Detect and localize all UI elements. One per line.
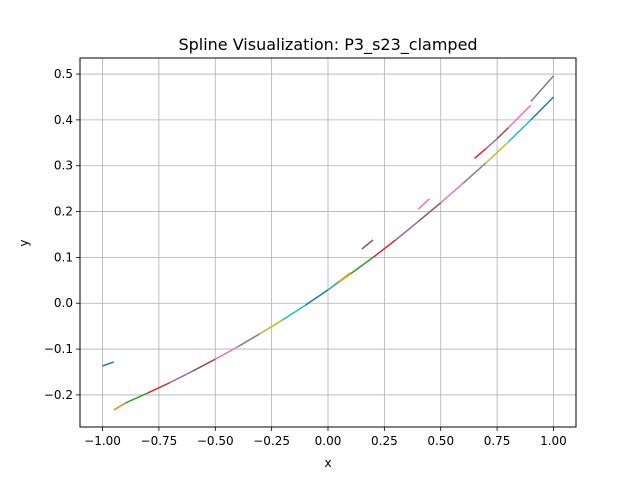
y-tick-label: −0.2 <box>44 388 73 402</box>
chart-title: Spline Visualization: P3_s23_clamped <box>178 35 477 55</box>
tick-group: −1.00 −0.75 −0.50 −0.25 0.00 0.25 0.50 0.75 1.00… <box>44 67 567 448</box>
x-tick-label: −0.25 <box>253 434 290 448</box>
spline-overlay-segment <box>496 127 509 140</box>
spline-segment <box>395 221 419 241</box>
spline-segment <box>237 332 261 348</box>
spline-overlay-segment <box>338 271 351 282</box>
spline-segment <box>372 239 397 258</box>
x-tick-label: 0.50 <box>427 434 454 448</box>
spline-segment <box>192 358 216 372</box>
spline-segment <box>417 202 442 223</box>
spline-segment <box>440 182 464 204</box>
spline-overlay-segment <box>327 280 340 291</box>
y-tick-label: 0.5 <box>54 67 73 81</box>
spline-overlay-segment <box>507 104 532 129</box>
y-tick-label: 0.1 <box>54 250 73 264</box>
spline-segment <box>282 304 306 321</box>
y-tick-label: 0.4 <box>54 113 73 127</box>
spline-overlay-segment <box>417 198 431 210</box>
spline-overlay-segment <box>530 75 555 102</box>
x-tick-label: 1.00 <box>540 434 567 448</box>
spline-segment <box>485 141 509 164</box>
y-tick-label: 0.2 <box>54 205 73 219</box>
y-tick-label: −0.1 <box>44 342 73 356</box>
grid <box>80 58 576 427</box>
spline-segment <box>124 392 148 404</box>
x-axis-label: x <box>324 456 331 470</box>
spline-segment <box>214 346 239 360</box>
x-tick-label: −0.75 <box>141 434 178 448</box>
series-group <box>102 75 555 411</box>
spline-overlay-segment <box>474 148 487 159</box>
y-tick-label: 0.0 <box>54 296 73 310</box>
x-tick-label: −0.50 <box>197 434 234 448</box>
spline-segment <box>507 119 532 143</box>
spline-segment <box>530 96 555 121</box>
spline-segment <box>147 381 171 394</box>
spline-overlay-segment <box>361 239 374 250</box>
spline-segment <box>169 370 194 384</box>
spline-segment <box>305 289 329 306</box>
spline-segment <box>350 256 374 275</box>
spline-overlay-segment <box>485 138 498 150</box>
spline-segment <box>462 162 487 184</box>
x-tick-label: −1.00 <box>84 434 121 448</box>
x-tick-label: 0.00 <box>315 434 342 448</box>
y-tick-label: 0.3 <box>54 159 73 173</box>
spline-segment <box>113 402 126 411</box>
x-tick-label: 0.75 <box>484 434 511 448</box>
spline-segment <box>260 319 284 335</box>
y-axis-label: y <box>17 239 31 246</box>
spline-segment <box>102 361 115 367</box>
x-tick-label: 0.25 <box>371 434 398 448</box>
